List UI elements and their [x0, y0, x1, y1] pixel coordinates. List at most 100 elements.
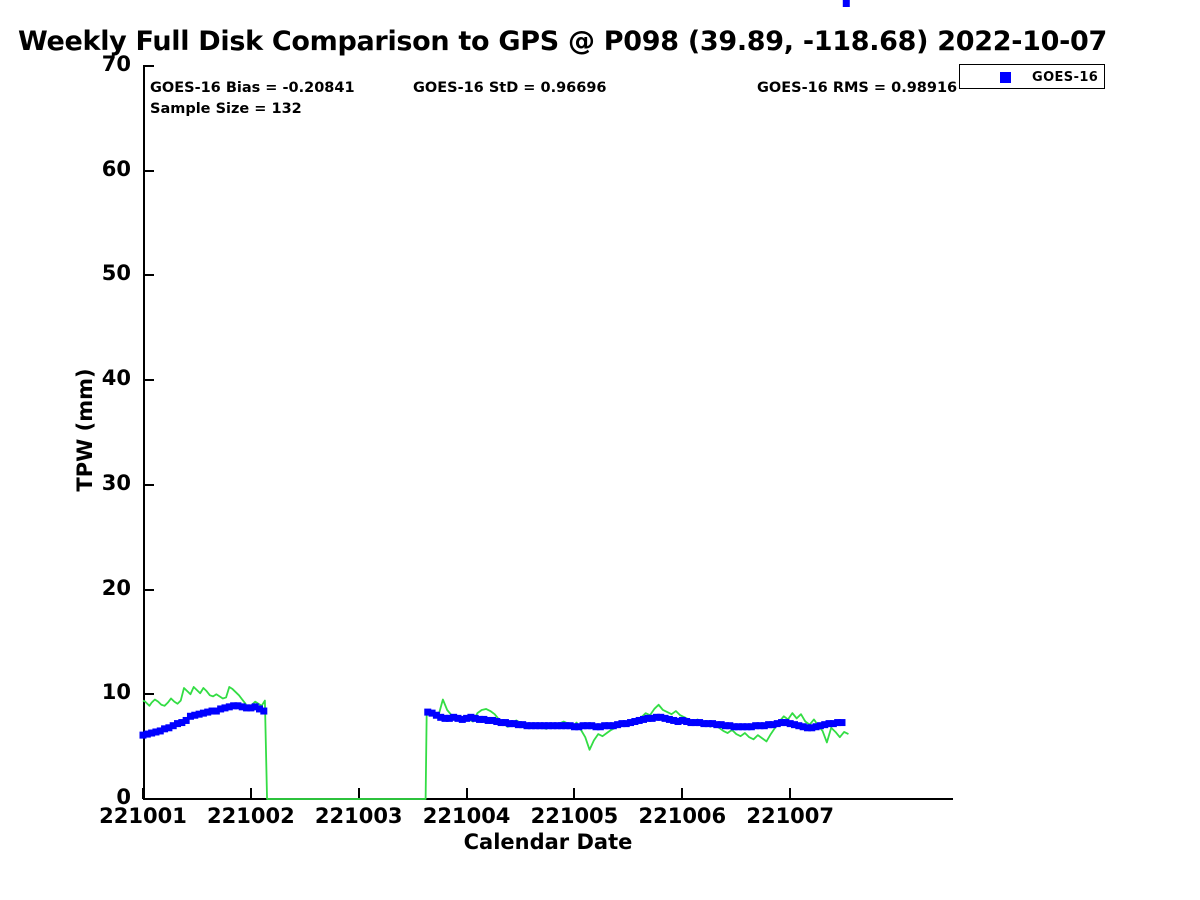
- goes16-marker: [221, 704, 229, 712]
- goes16-marker: [747, 723, 755, 731]
- goes16-marker: [726, 722, 734, 730]
- goes16-marker: [450, 713, 458, 721]
- goes16-marker: [156, 727, 164, 735]
- goes16-marker: [243, 704, 251, 712]
- goes16-marker: [665, 715, 673, 723]
- goes16-marker: [799, 723, 807, 731]
- goes16-marker: [458, 715, 466, 723]
- goes16-marker: [260, 707, 268, 715]
- goes16-marker: [795, 722, 803, 730]
- goes16-marker: [174, 720, 182, 728]
- goes16-marker: [734, 723, 742, 731]
- goes16-marker: [165, 724, 173, 732]
- goes16-marker: [661, 714, 669, 722]
- goes16-marker: [773, 720, 781, 728]
- goes16-marker: [152, 728, 160, 736]
- goes16-marker: [691, 719, 699, 727]
- goes16-marker: [834, 719, 842, 727]
- goes16-marker: [191, 711, 199, 719]
- legend-swatch-goes16: [1000, 72, 1011, 83]
- page-title: Weekly Full Disk Comparison to GPS @ P09…: [18, 26, 1107, 57]
- goes16-marker: [467, 713, 475, 721]
- goes16-marker: [605, 722, 613, 730]
- goes16-marker: [588, 722, 596, 730]
- goes16-marker: [519, 721, 527, 729]
- goes16-marker: [721, 722, 729, 730]
- x-axis-line: [143, 798, 953, 800]
- goes16-marker: [791, 721, 799, 729]
- y-tick-label: 60: [101, 156, 131, 181]
- x-tick-label: 221006: [638, 804, 727, 828]
- goes16-marker: [825, 720, 833, 728]
- goes16-marker: [558, 722, 566, 730]
- goes16-marker: [256, 705, 263, 713]
- goes16-marker: [428, 709, 436, 717]
- goes16-marker: [510, 720, 518, 728]
- goes16-marker: [178, 719, 186, 727]
- legend-label-goes16: GOES-16: [1032, 70, 1099, 85]
- goes16-marker: [432, 711, 440, 719]
- goes16-marker: [579, 722, 587, 730]
- goes16-marker: [441, 714, 449, 722]
- y-tick: [143, 379, 154, 382]
- x-tick: [465, 788, 468, 799]
- goes16-marker: [652, 713, 660, 721]
- y-tick: [143, 65, 154, 67]
- goes16-marker: [493, 718, 501, 726]
- y-tick-label: 0: [116, 785, 131, 809]
- series-gps-line: [142, 686, 849, 800]
- goes16-marker: [614, 721, 622, 729]
- goes16-marker: [536, 722, 544, 730]
- goes16-marker: [657, 713, 665, 721]
- goes16-marker: [148, 729, 156, 737]
- goes16-marker: [497, 719, 505, 727]
- goes16-marker: [208, 707, 216, 715]
- goes16-marker: [545, 722, 553, 730]
- goes16-marker: [583, 722, 591, 730]
- x-tick-label: 221002: [207, 804, 295, 828]
- goes16-marker: [739, 723, 747, 731]
- goes16-marker: [424, 708, 432, 716]
- goes16-marker: [704, 720, 712, 728]
- y-tick: [143, 483, 154, 486]
- x-tick: [249, 788, 252, 799]
- goes16-marker: [640, 715, 647, 723]
- goes16-marker: [687, 719, 695, 727]
- y-tick-label: 50: [101, 261, 131, 286]
- goes16-marker: [782, 719, 790, 727]
- goes16-marker: [786, 720, 794, 728]
- x-tick: [357, 788, 360, 799]
- legend: GOES-16: [959, 64, 1105, 89]
- goes16-marker: [234, 702, 242, 710]
- goes16-marker: [683, 718, 691, 726]
- x-axis-title: Calendar Date: [463, 830, 633, 854]
- gps-line-path: [142, 686, 849, 800]
- goes16-marker: [778, 719, 786, 727]
- goes16-marker: [562, 722, 570, 730]
- y-axis-line: [143, 66, 145, 800]
- goes16-marker: [484, 716, 492, 724]
- goes16-marker: [752, 722, 760, 730]
- goes16-marker: [769, 721, 777, 729]
- goes16-marker: [527, 722, 535, 730]
- goes16-marker: [566, 722, 574, 730]
- goes16-marker: [631, 718, 639, 726]
- goes16-marker: [803, 724, 811, 732]
- goes16-marker: [217, 705, 225, 713]
- stat-std-label: GOES-16 StD = 0.96696: [413, 80, 607, 96]
- goes16-marker: [251, 703, 259, 711]
- goes16-marker: [609, 722, 617, 730]
- goes16-marker: [501, 719, 509, 727]
- goes16-marker: [570, 723, 578, 731]
- stat-bias-label: GOES-16 Bias = -0.20841: [150, 80, 355, 96]
- goes16-marker: [730, 723, 738, 731]
- goes16-marker: [596, 723, 604, 731]
- goes16-marker: [756, 722, 764, 730]
- goes16-marker: [709, 720, 717, 728]
- goes16-marker: [437, 713, 445, 721]
- goes16-marker: [674, 718, 682, 726]
- goes16-marker: [445, 714, 453, 722]
- x-tick: [573, 788, 576, 799]
